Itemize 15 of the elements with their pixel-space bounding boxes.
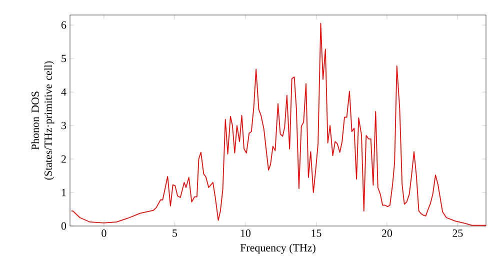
y-tick-label: 5 [62, 54, 66, 62]
x-tick-label: 25 [452, 230, 463, 237]
y-tick-label: 4 [61, 88, 66, 96]
y-axis-title: Phonon DOS (States/THz·primitive cell) [31, 61, 54, 180]
y-tick-label: 1 [62, 188, 66, 196]
y-tick-label: 6 [61, 21, 66, 29]
x-tick-label: 15 [312, 230, 322, 237]
x-tick-label: 0 [102, 230, 106, 237]
x-tick-label: 10 [240, 230, 251, 237]
x-axis-title: Frequency (THz) [240, 244, 316, 254]
x-tick-label: 20 [382, 230, 392, 237]
x-tick-label: 5 [172, 230, 178, 237]
y-tick-label: 0 [61, 222, 66, 230]
y-tick-label: 2 [61, 155, 66, 163]
y-tick-label: 3 [62, 122, 66, 130]
